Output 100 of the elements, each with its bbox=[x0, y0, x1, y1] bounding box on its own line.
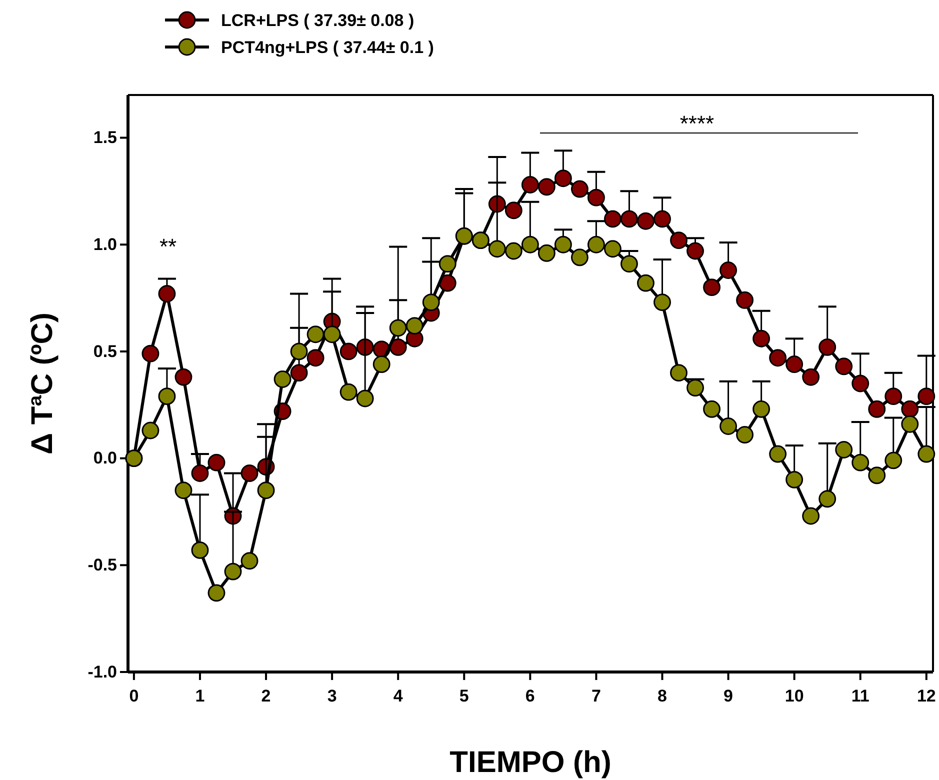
point bbox=[703, 400, 721, 418]
point bbox=[570, 248, 588, 266]
point bbox=[736, 291, 754, 309]
point bbox=[570, 180, 588, 198]
y-tick-label: -1.0 bbox=[88, 662, 117, 682]
point bbox=[290, 364, 308, 382]
point bbox=[438, 274, 456, 292]
point bbox=[389, 338, 407, 356]
point bbox=[670, 232, 688, 250]
point bbox=[274, 370, 292, 388]
point bbox=[884, 388, 902, 406]
point bbox=[290, 342, 308, 360]
point bbox=[901, 400, 919, 418]
point bbox=[521, 176, 539, 194]
x-tick-label: 11 bbox=[851, 686, 870, 706]
point bbox=[620, 255, 638, 273]
x-tick-label: 2 bbox=[261, 686, 271, 706]
x-tick-label: 10 bbox=[784, 686, 804, 706]
y-tick-label: 0.0 bbox=[93, 448, 117, 468]
point bbox=[752, 330, 770, 348]
point bbox=[769, 349, 787, 367]
point bbox=[620, 210, 638, 228]
point bbox=[637, 212, 654, 230]
point bbox=[604, 210, 622, 228]
y-axis-title: Δ TªC (ºC) bbox=[26, 312, 59, 454]
point bbox=[686, 379, 704, 396]
point bbox=[587, 236, 605, 254]
point bbox=[306, 326, 324, 344]
point bbox=[422, 294, 440, 312]
point bbox=[818, 490, 836, 508]
y-tick-label: -0.5 bbox=[88, 556, 117, 575]
point bbox=[670, 364, 688, 382]
point bbox=[208, 454, 226, 472]
point bbox=[654, 210, 671, 228]
legend-label: PCT4ng+LPS ( 37.44± 0.1 ) bbox=[221, 38, 434, 57]
point bbox=[174, 368, 192, 386]
point bbox=[372, 356, 390, 373]
point bbox=[654, 294, 671, 312]
point bbox=[406, 317, 424, 335]
point bbox=[686, 242, 704, 260]
point bbox=[158, 388, 176, 406]
x-tick-label: 4 bbox=[393, 686, 404, 706]
point bbox=[884, 452, 902, 470]
point bbox=[340, 383, 358, 401]
point bbox=[191, 464, 209, 482]
point bbox=[504, 202, 522, 220]
point bbox=[306, 349, 324, 367]
point bbox=[240, 552, 258, 570]
point bbox=[852, 454, 870, 472]
x-tick-label: 9 bbox=[724, 686, 734, 706]
point bbox=[224, 562, 242, 580]
point bbox=[191, 541, 209, 559]
point bbox=[604, 240, 622, 258]
y-tick-label: 1.5 bbox=[93, 128, 117, 148]
point bbox=[802, 368, 820, 386]
point bbox=[786, 470, 804, 488]
x-tick-label: 8 bbox=[658, 686, 667, 706]
point bbox=[802, 507, 820, 525]
point bbox=[918, 388, 936, 406]
point bbox=[852, 374, 870, 392]
point bbox=[918, 445, 936, 463]
point bbox=[142, 344, 160, 362]
point bbox=[703, 278, 721, 296]
point bbox=[240, 464, 258, 482]
point bbox=[769, 445, 787, 463]
point bbox=[835, 358, 853, 376]
annotation: **** bbox=[680, 111, 715, 136]
point bbox=[488, 240, 506, 258]
legend-label: LCR+LPS ( 37.39± 0.08 ) bbox=[221, 11, 414, 30]
y-tick-label: 1.0 bbox=[93, 235, 117, 254]
point bbox=[538, 178, 556, 196]
x-tick-label: 0 bbox=[129, 686, 139, 706]
x-tick-label: 6 bbox=[525, 686, 535, 706]
annotation: ** bbox=[159, 234, 177, 259]
point bbox=[835, 441, 853, 458]
point bbox=[257, 482, 275, 500]
point bbox=[142, 422, 160, 440]
point bbox=[587, 188, 605, 206]
point bbox=[208, 584, 226, 602]
point bbox=[174, 482, 192, 500]
point bbox=[340, 342, 358, 360]
x-tick-label: 7 bbox=[591, 686, 601, 706]
point bbox=[868, 466, 886, 484]
point bbox=[521, 236, 539, 254]
point bbox=[736, 426, 754, 444]
point bbox=[356, 390, 374, 408]
point bbox=[868, 400, 886, 418]
point bbox=[538, 244, 556, 262]
point bbox=[323, 326, 341, 344]
point bbox=[720, 262, 738, 279]
x-tick-label: 5 bbox=[459, 686, 469, 706]
point bbox=[786, 356, 804, 373]
point bbox=[818, 338, 836, 356]
point bbox=[389, 319, 407, 337]
point bbox=[554, 236, 572, 254]
x-tick-label: 3 bbox=[327, 686, 337, 706]
x-tick-label: 1 bbox=[195, 686, 205, 706]
point bbox=[720, 418, 738, 435]
point bbox=[438, 255, 456, 273]
x-tick-label: 12 bbox=[916, 686, 936, 706]
